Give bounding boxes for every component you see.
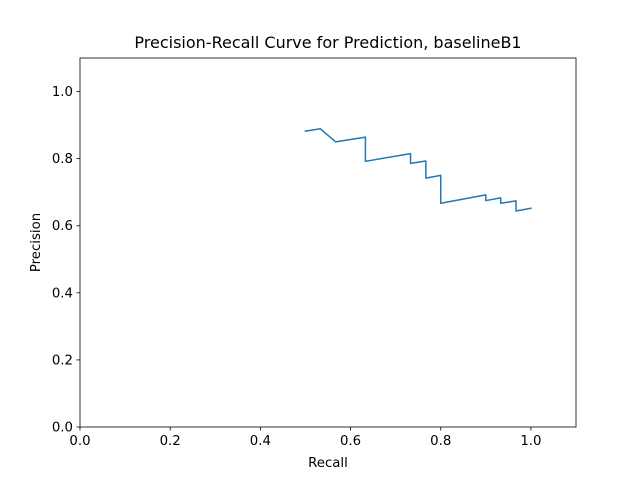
y-axis-title: Precision [29, 213, 44, 272]
y-tick-label: 0.8 [52, 152, 73, 167]
x-axis: 0.0 0.2 0.4 0.6 0.8 1.0 [69, 427, 541, 449]
x-tick-label: 0.4 [250, 434, 271, 449]
x-tick-label: 0.8 [430, 434, 451, 449]
x-tick-label: 0.6 [340, 434, 361, 449]
chart-title: Precision-Recall Curve for Prediction, b… [134, 33, 521, 52]
series-line-pr-curve [304, 128, 532, 212]
x-tick-label: 0.0 [69, 434, 90, 449]
y-tick-label: 0.2 [52, 353, 73, 368]
plot-area [80, 58, 576, 427]
y-tick-label: 1.0 [52, 85, 73, 100]
x-tick-label: 1.0 [520, 434, 541, 449]
x-tick-label: 0.2 [160, 434, 181, 449]
y-tick-label: 0.6 [52, 219, 73, 234]
x-axis-title: Recall [308, 456, 348, 471]
y-tick-label: 0.0 [52, 421, 73, 436]
plot-frame [79, 57, 577, 428]
y-axis: 0.0 0.2 0.4 0.6 0.8 1.0 [52, 85, 80, 436]
y-tick-label: 0.4 [52, 286, 73, 301]
